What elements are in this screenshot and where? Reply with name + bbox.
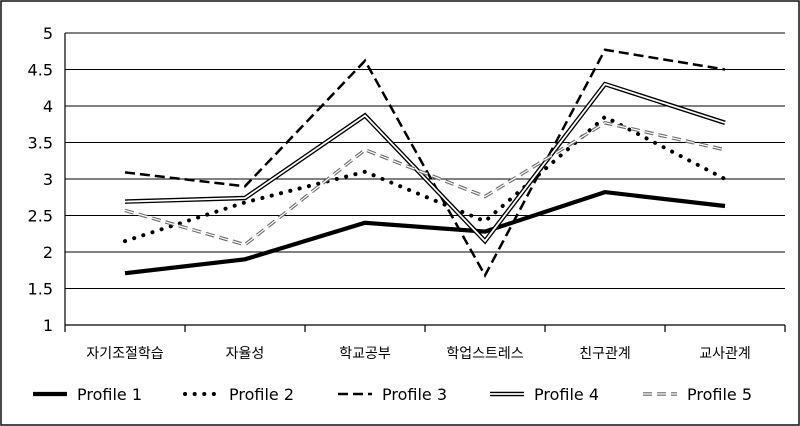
y-tick-label: 1 — [43, 316, 53, 335]
series-line-2 — [123, 114, 727, 244]
legend-item-4: Profile 4 — [490, 385, 599, 404]
series-line-1 — [124, 189, 726, 276]
legend-item-1: Profile 1 — [33, 385, 142, 404]
x-category-label: 친구관계 — [579, 346, 631, 362]
legend-item-2: Profile 2 — [183, 385, 294, 404]
series-line-4 — [124, 81, 726, 245]
x-category-label: 자기조절학습 — [86, 346, 163, 362]
legend-item-5: Profile 5 — [643, 385, 752, 404]
x-category-label: 자율성 — [226, 346, 265, 362]
y-tick-label: 4.5 — [28, 61, 53, 80]
y-tick-label: 3.5 — [28, 134, 53, 153]
series-line-3 — [124, 48, 726, 279]
y-axis-ticks: 1 1.5 2 2.5 3 3.5 4 4.5 5 — [28, 24, 53, 335]
y-tick-label: 2.5 — [28, 207, 53, 226]
x-category-label: 교사관계 — [699, 346, 751, 362]
x-category-label: 학업스트레스 — [446, 346, 523, 362]
y-tick-label: 3 — [43, 170, 53, 189]
legend: Profile 1 Profile 2 Profile 3 Profile 4 Prof… — [33, 385, 752, 404]
legend-label: Profile 1 — [77, 385, 142, 404]
legend-label: Profile 5 — [687, 385, 752, 404]
series-lines — [123, 48, 727, 279]
y-tick-label: 2 — [43, 243, 53, 262]
y-tick-label: 4 — [43, 97, 53, 116]
legend-label: Profile 4 — [534, 385, 599, 404]
series-line-5 — [124, 120, 726, 247]
x-axis-categories: 자기조절학습 자율성 학교공부 학업스트레스 친구관계 교사관계 — [64, 325, 786, 362]
y-tick-label: 5 — [43, 24, 53, 43]
x-category-label: 학교공부 — [339, 346, 391, 362]
y-tick-label: 1.5 — [28, 280, 53, 299]
legend-label: Profile 2 — [229, 385, 294, 404]
legend-item-3: Profile 3 — [338, 385, 447, 404]
legend-label: Profile 3 — [382, 385, 447, 404]
